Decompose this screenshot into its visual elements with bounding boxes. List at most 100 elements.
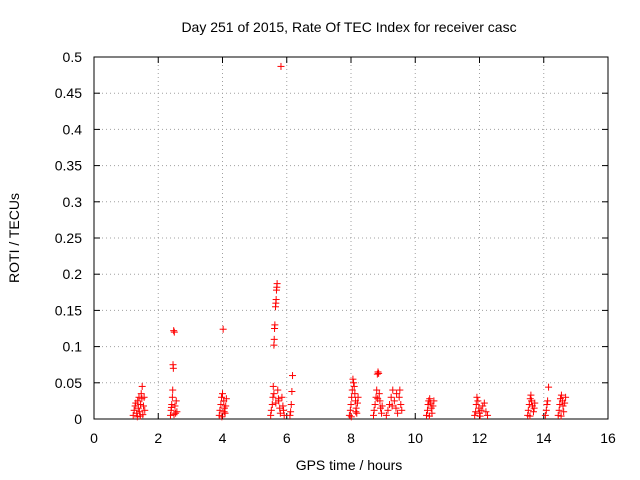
data-point (277, 62, 285, 70)
y-tick-label: 0.2 (63, 266, 83, 282)
data-point (138, 382, 146, 390)
data-point (270, 335, 278, 343)
data-point (350, 382, 358, 390)
data-point (218, 413, 226, 421)
data-point (274, 395, 282, 403)
data-point (351, 390, 359, 398)
data-point (278, 393, 286, 401)
data-point (531, 399, 539, 407)
y-tick-label: 0.45 (55, 85, 82, 101)
data-point (170, 411, 178, 419)
data-point (393, 390, 401, 398)
data-point (554, 411, 562, 419)
data-point (170, 328, 178, 336)
data-point (384, 406, 392, 414)
chart-title: Day 251 of 2015, Rate Of TEC Index for r… (181, 19, 516, 35)
data-point (169, 364, 177, 372)
data-point (398, 406, 406, 414)
data-point (375, 390, 383, 398)
data-point (350, 379, 358, 387)
data-point (222, 395, 230, 403)
data-point (267, 406, 275, 414)
data-point (169, 386, 177, 394)
y-tick-label: 0.4 (63, 121, 83, 137)
data-point (348, 386, 356, 394)
x-tick-label: 4 (219, 430, 227, 446)
data-point (527, 391, 535, 399)
data-point (476, 412, 484, 420)
x-tick-label: 14 (536, 430, 552, 446)
data-point (561, 399, 569, 407)
data-point (387, 393, 395, 401)
data-point (271, 321, 279, 329)
data-point (378, 402, 386, 410)
data-point (217, 401, 225, 409)
data-point (219, 325, 227, 333)
data-point (474, 397, 482, 405)
x-tick-label: 0 (90, 430, 98, 446)
data-point (479, 402, 487, 410)
data-point (371, 401, 379, 409)
data-points (129, 62, 570, 421)
data-point (269, 382, 277, 390)
data-point (473, 393, 481, 401)
data-point (136, 408, 144, 416)
tick-labels: 0 2 4 6 8 10 12 14 16 0 0.05 0.1 0.15 0.2 0.25 0.3 0.35 0… (55, 49, 616, 446)
data-point (353, 409, 361, 417)
data-point (129, 411, 137, 419)
data-point (272, 296, 280, 304)
y-tick-label: 0.25 (55, 230, 82, 246)
data-point (541, 411, 549, 419)
x-tick-label: 6 (283, 430, 291, 446)
data-point (286, 411, 294, 419)
y-tick-label: 0.35 (55, 158, 82, 174)
data-point (170, 327, 178, 335)
data-point (287, 408, 295, 416)
data-point (287, 401, 295, 409)
data-point (557, 391, 565, 399)
data-point (171, 402, 179, 410)
data-point (395, 393, 403, 401)
data-point (172, 409, 180, 417)
data-point (222, 402, 230, 410)
data-point (369, 411, 377, 419)
data-point (272, 399, 280, 407)
data-point (346, 406, 354, 414)
data-point (353, 399, 361, 407)
data-point (555, 406, 563, 414)
x-tick-label: 2 (154, 430, 162, 446)
data-point (556, 401, 564, 409)
data-point (392, 404, 400, 412)
data-point (425, 412, 433, 420)
x-tick-label: 8 (347, 430, 355, 446)
data-point (133, 413, 141, 421)
data-point (472, 401, 480, 409)
data-point (388, 402, 396, 410)
data-point (426, 395, 434, 403)
data-point (423, 406, 431, 414)
data-point (270, 390, 278, 398)
data-point (482, 408, 490, 416)
data-point (216, 406, 224, 414)
data-point (545, 383, 553, 391)
x-tick-label: 12 (472, 430, 488, 446)
data-point (219, 390, 226, 398)
data-point (560, 408, 568, 416)
data-point (484, 411, 492, 419)
data-point (524, 406, 532, 414)
data-point (525, 401, 533, 409)
data-point (422, 411, 430, 419)
data-point (133, 409, 141, 417)
data-point (471, 411, 479, 419)
data-point (430, 397, 438, 405)
data-point (134, 404, 142, 412)
grid (94, 57, 608, 419)
data-point (269, 393, 277, 401)
data-point (137, 390, 145, 398)
data-point (476, 409, 483, 417)
data-point (347, 413, 355, 421)
data-point (139, 402, 147, 410)
data-point (347, 401, 355, 409)
